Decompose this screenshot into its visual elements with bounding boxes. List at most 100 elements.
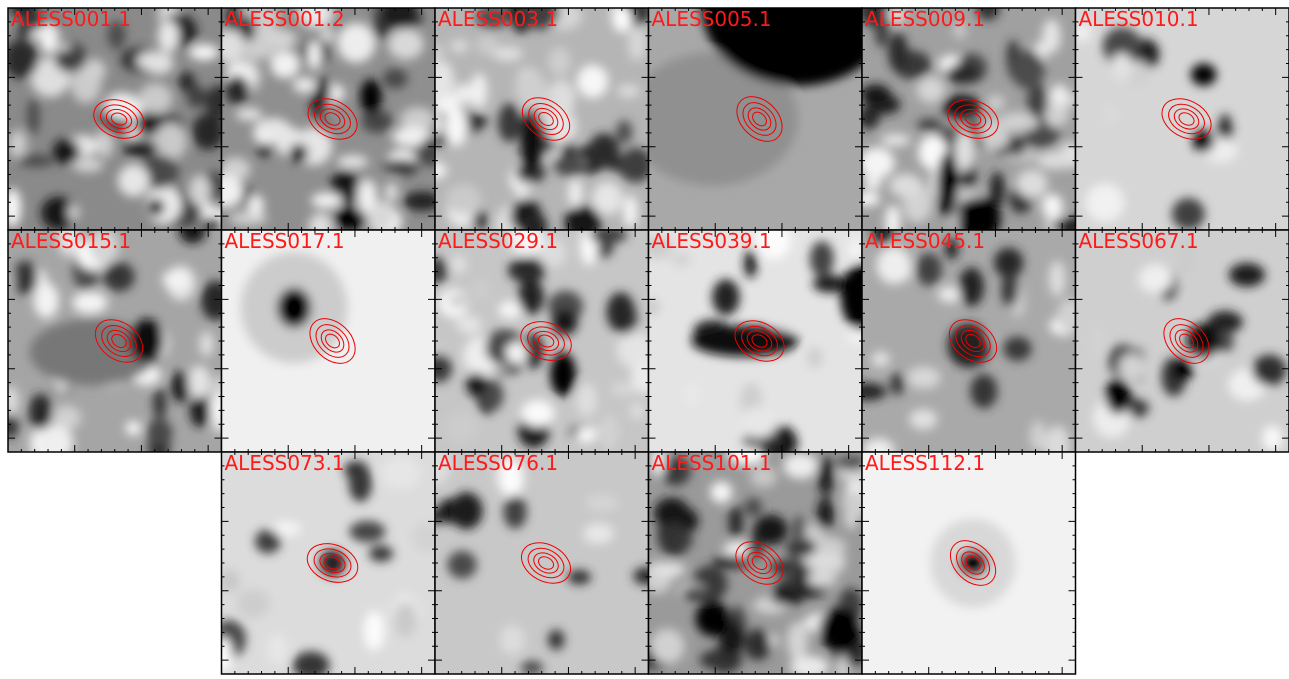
- blob: [72, 291, 108, 314]
- contour: [949, 540, 997, 586]
- texture: [648, 452, 862, 674]
- blob: [610, 381, 636, 397]
- contour: [521, 542, 572, 584]
- blob: [366, 201, 395, 230]
- blob: [435, 452, 451, 486]
- blob: [876, 246, 912, 285]
- blob: [944, 238, 959, 260]
- contour: [111, 333, 127, 349]
- contour: [965, 333, 981, 349]
- image: [221, 8, 435, 230]
- blob: [270, 50, 300, 79]
- blob: [8, 386, 19, 416]
- texture: [930, 518, 1016, 608]
- source: [1186, 323, 1221, 359]
- blob: [435, 111, 442, 137]
- blob: [221, 569, 240, 593]
- contour: [947, 99, 999, 139]
- blob: [993, 247, 1024, 278]
- blob: [812, 275, 849, 293]
- blob: [384, 182, 398, 202]
- source: [1105, 378, 1132, 415]
- panel-label: ALESS112.1: [865, 451, 985, 475]
- blob: [1010, 50, 1045, 89]
- blob: [1118, 353, 1146, 381]
- image: [435, 230, 649, 452]
- blob: [117, 164, 150, 197]
- blob: [361, 109, 393, 133]
- blob: [946, 64, 981, 84]
- blob: [444, 411, 478, 444]
- contour: [527, 326, 565, 356]
- blob: [472, 211, 488, 230]
- contour: [752, 111, 767, 127]
- source: [936, 152, 959, 219]
- image: [1075, 8, 1289, 230]
- blob: [254, 529, 281, 554]
- blob: [548, 47, 572, 77]
- blob: [492, 46, 523, 62]
- contours: [309, 318, 356, 364]
- blob: [1091, 324, 1105, 359]
- blob: [1102, 27, 1142, 65]
- blob: [567, 570, 591, 585]
- blob: [1127, 60, 1150, 88]
- blob: [293, 77, 317, 93]
- contour: [100, 104, 138, 134]
- blob: [616, 331, 649, 369]
- image: [1075, 230, 1289, 452]
- panel-label: ALESS001.1: [11, 7, 131, 31]
- blob: [72, 158, 104, 172]
- blob: [583, 523, 614, 544]
- contour: [964, 112, 982, 126]
- texture: [221, 8, 435, 230]
- blob: [660, 456, 691, 486]
- blob: [849, 238, 862, 262]
- blob: [419, 137, 435, 167]
- source: [819, 607, 862, 652]
- contour: [537, 334, 555, 348]
- contour: [741, 546, 778, 580]
- blob: [394, 602, 417, 638]
- contour: [325, 333, 340, 349]
- blob: [744, 629, 771, 661]
- blob: [653, 497, 690, 529]
- blob: [916, 76, 945, 103]
- blob: [650, 628, 685, 664]
- panel-label: ALESS005.1: [652, 7, 772, 31]
- contour: [747, 551, 772, 575]
- blob: [256, 143, 272, 157]
- contour: [313, 548, 352, 578]
- panel: ALESS112.1: [861, 451, 1077, 675]
- source: [518, 278, 544, 315]
- contours: [307, 98, 358, 140]
- blob: [545, 109, 577, 145]
- blob: [954, 131, 975, 172]
- blob: [875, 19, 889, 48]
- blob: [520, 8, 559, 30]
- source: [129, 318, 164, 364]
- texture: [240, 252, 348, 364]
- image: [648, 452, 862, 674]
- blob: [585, 494, 619, 511]
- blob: [483, 380, 504, 411]
- blob: [320, 27, 334, 43]
- blob: [435, 353, 452, 383]
- blob: [388, 28, 424, 60]
- blob: [455, 315, 482, 332]
- blob: [29, 393, 52, 431]
- blob: [125, 421, 142, 436]
- blob: [699, 651, 721, 669]
- contour: [532, 330, 560, 352]
- image: [8, 230, 222, 452]
- blob: [807, 347, 823, 369]
- contour: [960, 329, 986, 353]
- blob: [52, 138, 81, 165]
- image: [862, 230, 1076, 452]
- contour: [1173, 108, 1200, 130]
- blob: [753, 514, 788, 546]
- blob: [958, 267, 984, 307]
- blob: [836, 654, 850, 674]
- contour: [1168, 103, 1205, 135]
- blob: [107, 20, 126, 50]
